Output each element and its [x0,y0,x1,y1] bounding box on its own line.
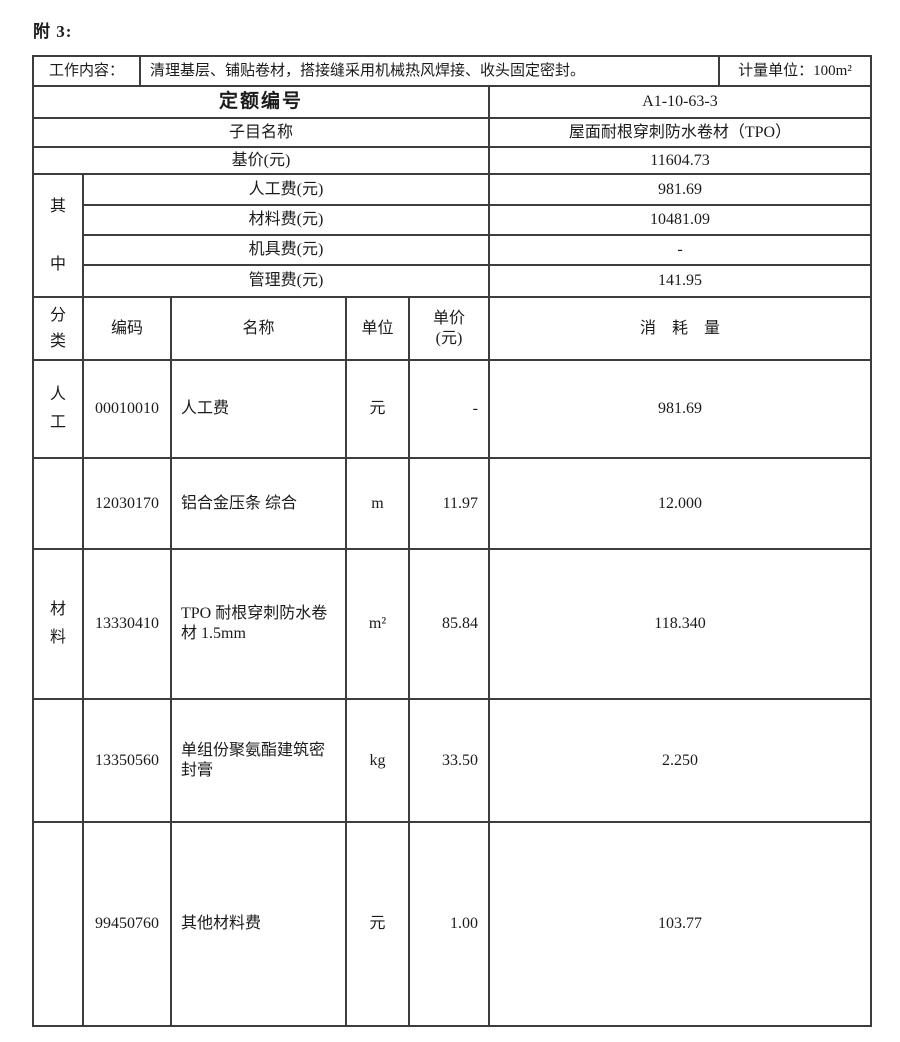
row-unit: m [347,459,410,548]
column-header-consumption: 消耗量 [639,319,736,337]
row-unit: 元 [347,823,410,1025]
row-price: 11.97 [410,459,490,548]
column-header-price: 单价 (元) [410,298,490,359]
row-code: 13330410 [84,550,172,698]
quota-number-row: 定额编号 A1-10-63-3 [34,87,870,119]
quota-number-label: 定额编号 [34,87,490,117]
management-cost-value: 141.95 [658,272,702,289]
row-name: 其他材料费 [172,823,347,1025]
subitem-name-row: 子目名称 屋面耐根穿刺防水卷材（TPO） [34,119,870,148]
row-name: 人工费 [172,361,347,457]
row-code: 13350560 [84,700,172,821]
material-cost-label: 材料费(元) [84,206,490,234]
row-category-cell: 人工 [34,361,84,457]
table-row-material-4: 99450760 其他材料费 元 1.00 103.77 [34,823,870,1025]
work-content-row: 工作内容： 清理基层、铺贴卷材，搭接缝采用机械热风焊接、收头固定密封。 计量单位… [34,57,870,87]
row-code: 12030170 [84,459,172,548]
row-price: 85.84 [410,550,490,698]
row-price: 1.00 [410,823,490,1025]
management-cost-row: 管理费(元) 141.95 [84,266,870,296]
appendix-label: 附 3: [33,22,73,41]
row-unit: kg [347,700,410,821]
quota-table: 工作内容： 清理基层、铺贴卷材，搭接缝采用机械热风焊接、收头固定密封。 计量单位… [32,55,872,1027]
material-cost-value: 10481.09 [650,211,710,228]
row-category-cell: 材料 [34,550,84,698]
column-header-code: 编码 [84,298,172,359]
row-category-cell [34,700,84,821]
row-unit: 元 [347,361,410,457]
quota-number-value: A1-10-63-3 [642,93,718,110]
column-header-unit: 单位 [347,298,410,359]
row-consumption: 118.340 [654,615,706,632]
row-consumption: 2.250 [662,751,698,769]
base-price-label: 基价(元) [34,148,490,173]
work-content-text: 清理基层、铺贴卷材，搭接缝采用机械热风焊接、收头固定密封。 [141,57,720,85]
labor-cost-label: 人工费(元) [84,175,490,204]
row-category-cell [34,459,84,548]
row-name: 铝合金压条 综合 [172,459,347,548]
column-header-row: 分类 编码 名称 单位 单价 (元) 消耗量 [34,298,870,361]
subitem-name-label: 子目名称 [34,119,490,146]
machine-cost-label: 机具费(元) [84,236,490,264]
column-header-name: 名称 [172,298,347,359]
row-category-cell [34,823,84,1025]
row-code: 99450760 [84,823,172,1025]
row-consumption: 12.000 [658,494,702,512]
breakdown-rows: 人工费(元) 981.69 材料费(元) 10481.09 机具费(元) - 管… [84,175,870,296]
machine-cost-value: - [677,241,683,258]
table-row-labor: 人工 00010010 人工费 元 - 981.69 [34,361,870,459]
labor-cost-value: 981.69 [658,180,702,198]
row-price: 33.50 [410,700,490,821]
base-price-row: 基价(元) 11604.73 [34,148,870,175]
measure-unit-label: 计量单位：100m² [738,62,852,79]
base-price-value: 11604.73 [650,151,710,169]
work-content-label: 工作内容： [34,57,141,85]
column-header-category: 分类 [34,298,84,359]
row-code: 00010010 [84,361,172,457]
table-row-material-3: 13350560 单组份聚氨酯建筑密封膏 kg 33.50 2.250 [34,700,870,823]
labor-cost-row: 人工费(元) 981.69 [84,175,870,206]
table-row-material-1: 12030170 铝合金压条 综合 m 11.97 12.000 [34,459,870,550]
row-consumption: 103.77 [658,915,702,932]
breakdown-group-label: 其中 [34,175,84,296]
subitem-name-value: 屋面耐根穿刺防水卷材（TPO） [568,123,792,141]
row-price: - [410,361,490,457]
row-name: TPO 耐根穿刺防水卷材 1.5mm [172,550,347,698]
material-cost-row: 材料费(元) 10481.09 [84,206,870,236]
table-row-material-2: 材料 13330410 TPO 耐根穿刺防水卷材 1.5mm m² 85.84 … [34,550,870,700]
breakdown-group-text: 其中 [49,197,66,273]
row-consumption: 981.69 [658,400,702,417]
row-name: 单组份聚氨酯建筑密封膏 [172,700,347,821]
cost-breakdown-block: 其中 人工费(元) 981.69 材料费(元) 10481.09 机具费(元) … [34,175,870,298]
machine-cost-row: 机具费(元) - [84,236,870,266]
row-unit: m² [347,550,410,698]
management-cost-label: 管理费(元) [84,266,490,296]
